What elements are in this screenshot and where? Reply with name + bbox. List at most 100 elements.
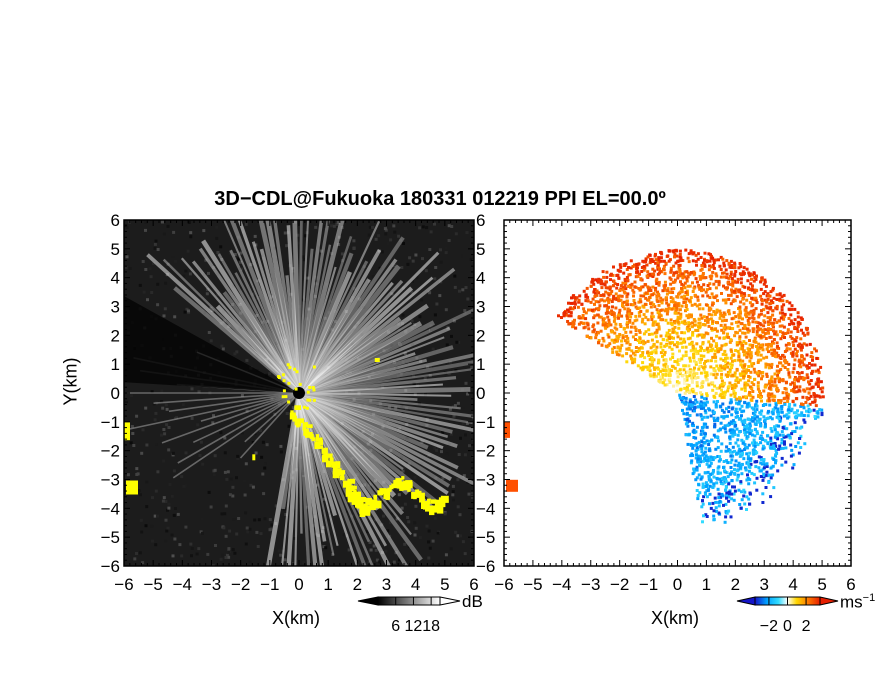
velocity-cell <box>783 387 787 390</box>
velocity-cell <box>741 270 745 274</box>
noise-speck <box>456 505 460 509</box>
velocity-cell <box>617 299 621 303</box>
velocity-cell <box>711 270 715 274</box>
noise-speck <box>331 517 334 521</box>
velocity-cell <box>757 455 761 459</box>
velocity-cell <box>625 268 629 271</box>
overlay-cell <box>318 440 323 446</box>
noise-speck <box>447 224 451 228</box>
velocity-cell <box>564 313 568 317</box>
velocity-cell <box>798 426 802 430</box>
x-tick-label: −5 <box>143 575 162 594</box>
velocity-cell <box>757 420 761 424</box>
noise-speck <box>139 518 143 522</box>
noise-speck <box>268 528 272 532</box>
velocity-cell <box>633 285 637 289</box>
velocity-cell <box>698 365 702 369</box>
velocity-cell <box>688 414 692 417</box>
velocity-cell <box>780 441 784 445</box>
velocity-cell <box>573 318 576 322</box>
velocity-cell <box>776 373 779 377</box>
noise-speck <box>138 283 142 287</box>
velocity-cell <box>612 265 615 269</box>
velocity-cell <box>671 297 675 301</box>
y-tick-label: 1 <box>476 355 485 374</box>
velocity-cell <box>682 401 686 405</box>
noise-speck <box>235 532 239 536</box>
velocity-cell <box>718 477 721 481</box>
velocity-cell <box>750 277 753 281</box>
velocity-cell <box>720 314 724 317</box>
velocity-cell <box>615 352 619 356</box>
noise-speck <box>244 511 248 515</box>
velocity-cell <box>664 362 668 366</box>
velocity-cell <box>580 302 584 306</box>
velocity-cell <box>751 320 755 324</box>
velocity-cell <box>579 321 583 325</box>
velocity-cell <box>764 284 768 288</box>
noise-speck <box>279 450 283 454</box>
noise-speck <box>464 286 468 290</box>
x-tick-label: 3 <box>760 575 769 594</box>
right-panel: −6 −5 −4 −3 −2 −1 0 1 2 3 4 5 6 <box>494 219 856 594</box>
velocity-cell <box>667 335 671 339</box>
overlay-cell <box>316 437 323 441</box>
velocity-cell <box>685 411 689 415</box>
velocity-cell <box>702 276 706 280</box>
noise-speck <box>374 237 378 241</box>
velocity-cell <box>726 461 730 465</box>
velocity-cell <box>697 357 701 361</box>
velocity-cell <box>648 369 652 373</box>
velocity-cell <box>604 286 608 290</box>
velocity-cell <box>670 287 674 291</box>
velocity-cell <box>790 307 794 311</box>
velocity-cell <box>664 359 668 363</box>
noise-speck <box>401 313 405 317</box>
velocity-cell <box>737 352 741 356</box>
velocity-cell <box>683 294 687 298</box>
velocity-cell <box>765 363 769 367</box>
velocity-cell <box>655 330 659 334</box>
velocity-cell <box>783 414 787 418</box>
velocity-cell <box>786 331 790 335</box>
velocity-cell <box>643 356 647 360</box>
velocity-cell <box>712 514 716 518</box>
velocity-cell <box>685 383 689 387</box>
velocity-cell <box>749 430 753 434</box>
velocity-cell <box>666 289 670 293</box>
velocity-cell <box>711 458 715 462</box>
velocity-cell <box>649 346 653 350</box>
velocity-cell <box>692 436 696 439</box>
noise-speck <box>405 362 408 365</box>
velocity-cell <box>694 449 698 453</box>
noise-speck <box>151 539 154 543</box>
velocity-cell <box>599 294 603 297</box>
velocity-cell <box>687 383 691 387</box>
velocity-cell <box>789 351 793 355</box>
velocity-cell <box>717 496 721 500</box>
velocity-cell <box>573 300 577 304</box>
velocity-cell <box>682 412 686 416</box>
velocity-cell <box>797 320 801 324</box>
velocity-cell <box>714 447 718 451</box>
velocity-cell <box>603 304 607 308</box>
velocity-cell <box>777 379 781 382</box>
noise-speck <box>137 489 141 493</box>
velocity-cell <box>778 319 782 323</box>
velocity-cell <box>730 363 734 367</box>
velocity-cell <box>747 482 751 486</box>
velocity-cell <box>797 377 801 381</box>
velocity-cell <box>637 347 641 351</box>
overlay-cell <box>302 422 309 427</box>
velocity-cell <box>709 277 713 281</box>
velocity-cell <box>662 363 666 367</box>
overlay-cell <box>347 478 356 484</box>
velocity-cell <box>621 304 624 307</box>
velocity-cell <box>709 372 713 376</box>
velocity-cell <box>722 261 726 265</box>
velocity-cell <box>691 281 694 285</box>
noise-speck <box>444 246 448 250</box>
noise-speck <box>207 331 211 334</box>
velocity-cell <box>687 433 691 437</box>
velocity-cell <box>676 315 680 319</box>
